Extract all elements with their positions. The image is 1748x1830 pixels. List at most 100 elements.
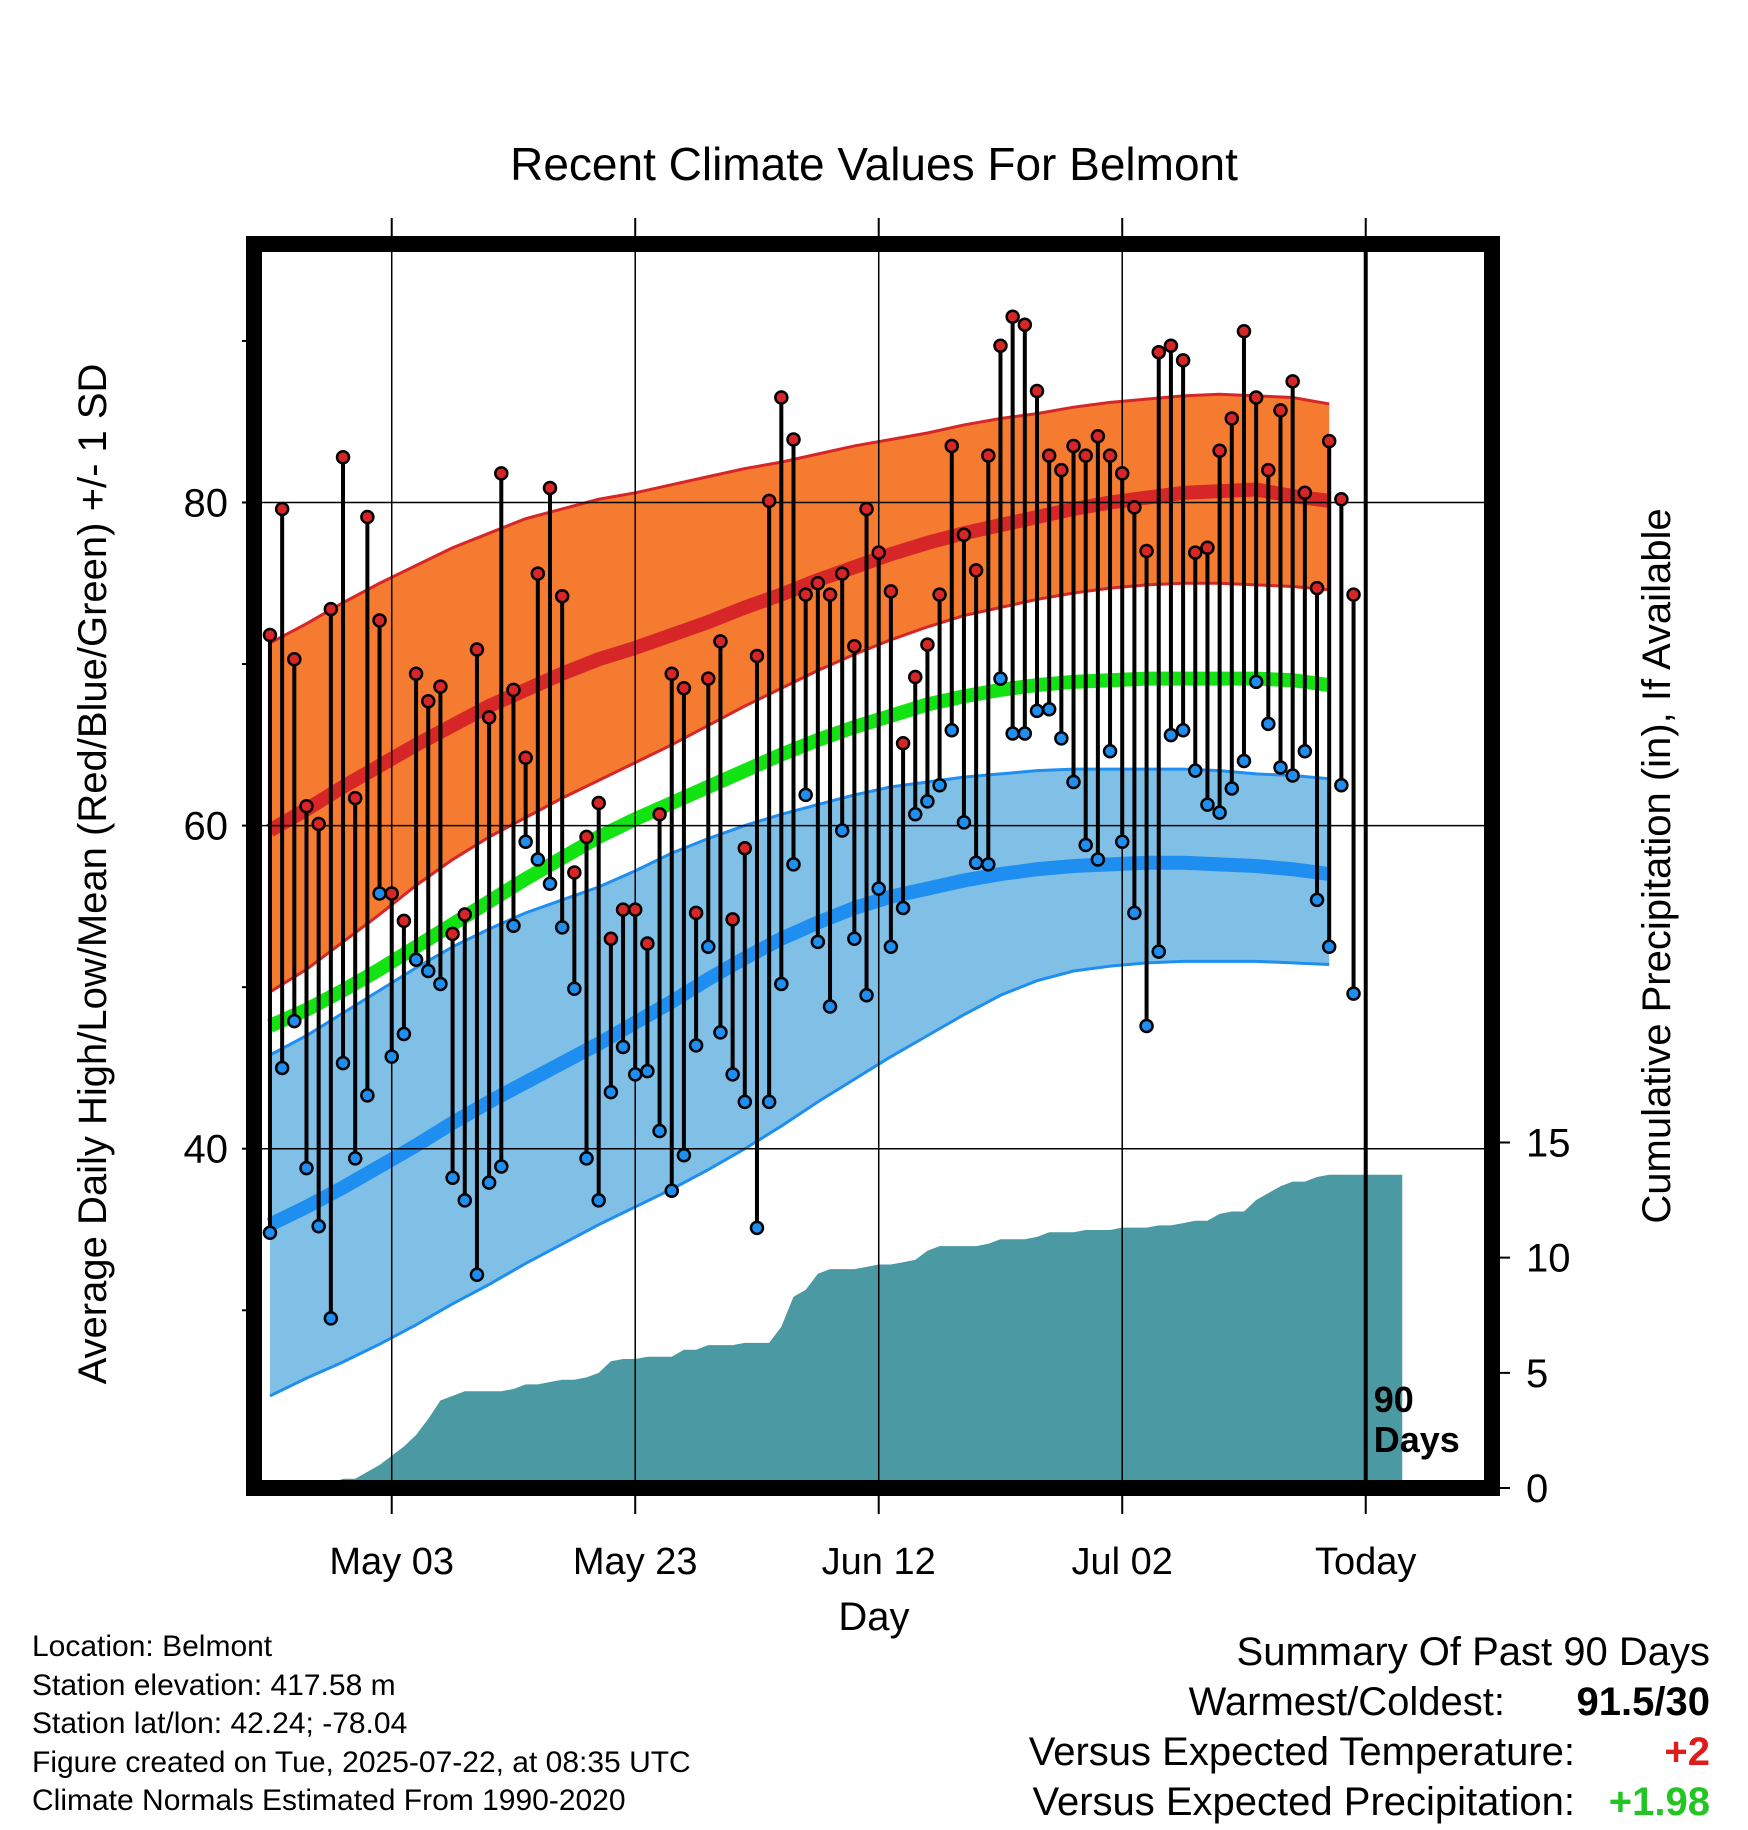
daily-low-point [1175,723,1191,738]
today-marker-label-line2: Days [1374,1419,1460,1460]
daily-low-point [1151,944,1166,959]
daily-low-point [1163,727,1179,743]
daily-low-point [274,1060,290,1076]
daily-low-point [433,976,448,992]
daily-high-point [445,926,460,942]
daily-low-point [360,1088,375,1103]
daily-high-point [1078,448,1093,463]
daily-high-point [944,438,960,454]
y2-tick-label: 5 [1526,1352,1548,1396]
x-axis-label: Day [838,1595,909,1639]
daily-low-point [652,1123,667,1139]
daily-low-point [1102,744,1118,759]
daily-low-point [701,939,716,955]
daily-high-point [640,936,655,951]
daily-high-point [859,501,874,517]
daily-high-point [1346,587,1361,602]
daily-high-point [1236,323,1252,339]
daily-high-point [494,466,509,481]
daily-low-point [834,823,850,838]
daily-low-point [895,900,911,916]
daily-high-point [1297,485,1313,501]
daily-low-point [335,1055,351,1071]
daily-low-point [1273,760,1288,775]
daily-high-point [871,545,886,560]
y2-axis-label: Cumulative Precipitation (in), If Availa… [1635,508,1679,1223]
daily-low-point [798,787,813,803]
daily-low-point [518,834,533,850]
daily-low-point [749,1220,765,1236]
normal-low-plus-sd-edge [269,767,1330,1057]
daily-high-point [847,639,862,654]
daily-high-point [810,576,826,591]
daily-low-point [676,1147,692,1163]
daily-low-point [847,931,862,946]
daily-low-point [384,1049,399,1064]
daily-low-point [1017,726,1033,741]
daily-low-point [968,855,984,871]
daily-low-point [786,857,801,872]
y-tick-label: 60 [184,805,229,849]
daily-low-point [1334,777,1349,793]
daily-low-point [469,1267,485,1282]
daily-low-point [323,1311,339,1326]
daily-low-point [1090,852,1106,867]
daily-high-point [761,493,777,509]
cumulative-precip-area [269,1174,1403,1488]
daily-high-point [1261,462,1276,478]
daily-high-point [822,587,838,602]
daily-high-point [1017,317,1033,333]
summary-title: Summary Of Past 90 Days [1236,1630,1710,1674]
daily-low-point [713,1025,728,1040]
daily-high-point [1285,374,1300,389]
info-elevation: Station elevation: 417.58 m [32,1668,396,1702]
daily-high-point [652,807,667,822]
daily-high-point [567,865,582,880]
normal-high-minus-sd-edge [269,581,1330,994]
daily-low-point [725,1067,740,1082]
daily-high-point [408,666,424,681]
x-tick-label: Jul 02 [1072,1541,1173,1583]
daily-high-point [554,588,570,604]
daily-high-point [421,693,436,709]
y-axis-label: Average Daily High/Low/Mean (Red/Blue/Gr… [71,364,115,1385]
x-tick-label: Today [1315,1541,1416,1583]
daily-low-point [1321,939,1337,955]
daily-low-point [1054,731,1069,746]
normal-high-plus-sd-edge [269,392,1330,645]
precip-vs-expected-value: +1.98 [1608,1780,1710,1824]
daily-high-point [457,907,473,922]
daily-high-point [627,902,643,917]
daily-low-point [542,876,558,892]
normal-high-sd-band [269,394,1330,993]
normal-mean-line [267,671,1331,1033]
daily-low-point [810,934,826,950]
daily-low-point [287,1013,302,1029]
daily-high-point [774,390,789,405]
daily-low-point [920,794,935,809]
daily-low-point [457,1193,473,1208]
daily-low-point [347,1151,363,1166]
daily-high-point [506,682,521,698]
daily-low-point [1029,703,1045,719]
daily-high-point [360,509,375,525]
daily-high-point [481,710,497,725]
plot-frame [246,236,1500,1496]
daily-high-point [1321,433,1337,449]
daily-high-point [1114,466,1130,481]
chart-title: Recent Climate Values For Belmont [510,138,1238,190]
daily-high-point [1273,403,1288,418]
daily-high-point [883,584,899,599]
daily-low-point [554,920,570,935]
daily-high-point [968,563,984,578]
daily-high-point [1334,492,1349,507]
daily-high-point [372,613,387,628]
daily-low-point [932,777,947,793]
daily-high-point [299,798,314,814]
daily-low-point [883,939,899,955]
temp-vs-expected-value: +2 [1664,1730,1710,1774]
daily-high-point [1309,580,1325,596]
